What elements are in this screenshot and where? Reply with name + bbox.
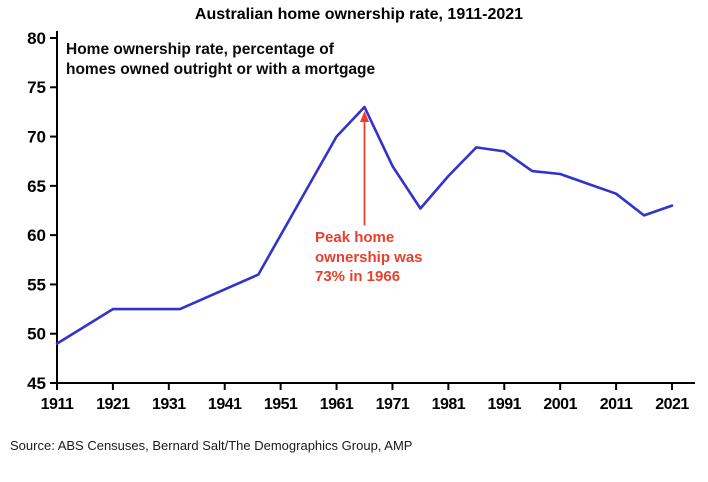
y-tick-label: 70	[27, 128, 46, 147]
x-tick-label: 1931	[152, 396, 186, 413]
x-tick-label: 1951	[264, 396, 298, 413]
x-tick-label: 1991	[487, 396, 521, 413]
y-tick-label: 80	[27, 29, 46, 48]
line-chart: 45 50 55 60 65 70 75 80 1911 1921 1931 1941 1951 1961…	[27, 29, 695, 413]
y-tick-label: 60	[27, 226, 46, 245]
y-tick-label: 75	[27, 78, 46, 97]
x-tick-label: 1911	[41, 396, 74, 413]
peak-arrow-head	[360, 110, 369, 122]
x-tick-label: 2021	[655, 396, 689, 413]
x-tick-label: 1921	[96, 396, 130, 413]
chart-area: 45 50 55 60 65 70 75 80 1911 1921 1931 1941 1951 1961…	[27, 29, 695, 413]
ownership-rate-line	[55, 105, 674, 345]
x-tick-label: 1981	[432, 396, 466, 413]
peak-annotation: Peak home ownership was 73% in 1966	[315, 229, 423, 285]
x-tick-label: 2001	[543, 396, 577, 413]
chart-title: Australian home ownership rate, 1911-202…	[194, 6, 524, 23]
chart-note: Home ownership rate, percentage of homes…	[66, 41, 376, 79]
x-tick-label: 1971	[376, 396, 410, 413]
y-tick-label: 50	[27, 325, 46, 344]
y-tick-label: 55	[27, 275, 46, 294]
x-tick-label: 1941	[208, 396, 242, 413]
y-tick-label: 65	[27, 177, 46, 196]
x-tick-label: 2011	[600, 396, 633, 413]
y-tick-label: 45	[27, 374, 46, 393]
x-tick-label: 1961	[320, 396, 354, 413]
source-text: Source: ABS Censuses, Bernard Salt/The D…	[10, 438, 413, 453]
